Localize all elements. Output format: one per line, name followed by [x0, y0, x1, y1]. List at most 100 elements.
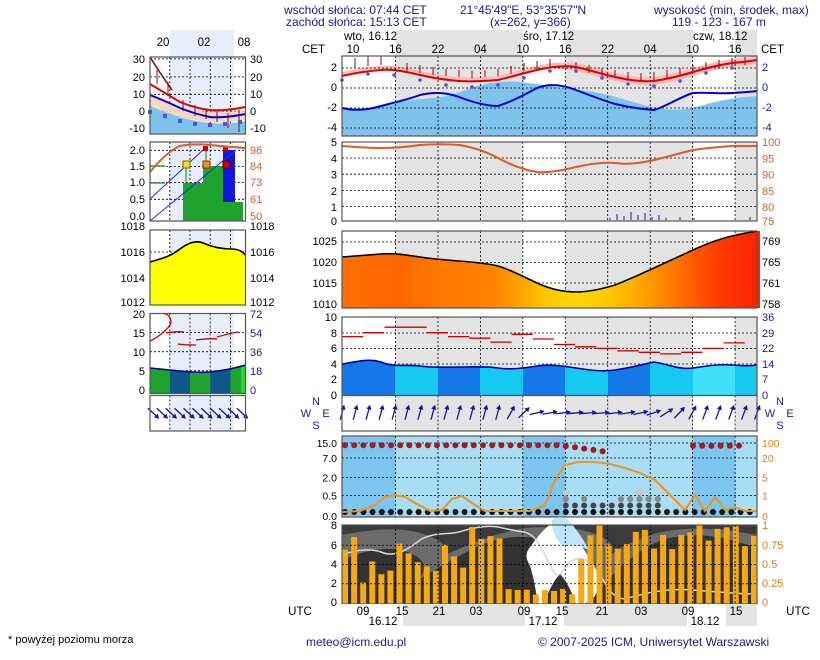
- svg-text:100: 100: [762, 438, 780, 450]
- svg-text:02: 02: [198, 37, 211, 49]
- svg-text:10: 10: [250, 89, 262, 101]
- svg-text:4: 4: [331, 153, 337, 165]
- svg-text:2: 2: [331, 186, 337, 198]
- svg-text:6: 6: [331, 343, 337, 355]
- svg-text:15: 15: [730, 606, 743, 618]
- svg-text:15: 15: [556, 606, 569, 618]
- svg-text:-2: -2: [327, 102, 337, 114]
- svg-text:61: 61: [250, 194, 262, 206]
- svg-text:36: 36: [762, 312, 774, 324]
- svg-text:E: E: [786, 408, 793, 420]
- svg-text:N: N: [776, 396, 784, 408]
- svg-text:21: 21: [433, 606, 446, 618]
- svg-text:czw, 18.12: czw, 18.12: [693, 31, 747, 43]
- svg-text:30: 30: [133, 54, 145, 66]
- svg-text:95: 95: [762, 153, 774, 165]
- svg-text:0: 0: [139, 385, 145, 397]
- svg-text:8: 8: [331, 328, 337, 340]
- svg-text:0: 0: [331, 216, 337, 228]
- svg-text:73: 73: [250, 177, 262, 189]
- svg-text:09: 09: [357, 606, 370, 618]
- svg-text:20: 20: [133, 72, 145, 84]
- svg-text:1014: 1014: [250, 273, 274, 285]
- svg-text:72: 72: [250, 309, 262, 321]
- svg-text:0.5: 0.5: [322, 491, 337, 503]
- svg-text:1: 1: [762, 491, 768, 503]
- svg-text:22: 22: [432, 44, 445, 56]
- svg-text:4: 4: [331, 559, 337, 571]
- svg-text:1.0: 1.0: [130, 177, 145, 189]
- svg-text:10: 10: [686, 44, 699, 56]
- svg-text:3: 3: [331, 170, 337, 182]
- svg-text:15.0: 15.0: [317, 438, 338, 450]
- svg-text:16: 16: [729, 44, 742, 56]
- svg-text:29: 29: [762, 328, 774, 340]
- svg-text:1014: 1014: [121, 273, 145, 285]
- svg-text:80: 80: [762, 202, 774, 214]
- svg-text:16.12: 16.12: [369, 616, 398, 628]
- svg-text:8: 8: [331, 520, 337, 532]
- svg-text:30: 30: [250, 54, 262, 66]
- svg-text:15: 15: [133, 328, 145, 340]
- svg-text:0: 0: [139, 106, 145, 118]
- svg-text:08: 08: [238, 37, 251, 49]
- svg-text:W: W: [301, 408, 312, 420]
- svg-text:7: 7: [762, 374, 768, 386]
- svg-text:16: 16: [559, 44, 572, 56]
- svg-text:5: 5: [331, 137, 337, 149]
- svg-text:2.0: 2.0: [130, 145, 145, 157]
- svg-text:1.5: 1.5: [130, 161, 145, 173]
- svg-text:18: 18: [250, 366, 262, 378]
- svg-text:2: 2: [331, 578, 337, 590]
- svg-text:2: 2: [331, 374, 337, 386]
- svg-text:22: 22: [762, 343, 774, 355]
- svg-text:5: 5: [762, 473, 768, 485]
- svg-text:0.5: 0.5: [762, 559, 777, 571]
- svg-text:-4: -4: [762, 122, 772, 134]
- svg-text:1025: 1025: [313, 236, 337, 248]
- svg-text:N: N: [312, 396, 320, 408]
- svg-text:85: 85: [762, 186, 774, 198]
- svg-text:-2: -2: [762, 102, 772, 114]
- svg-text:-4: -4: [327, 122, 337, 134]
- svg-text:03: 03: [470, 606, 483, 618]
- svg-text:10: 10: [347, 44, 360, 56]
- svg-text:15: 15: [396, 606, 409, 618]
- svg-text:04: 04: [474, 44, 487, 56]
- svg-text:769: 769: [762, 236, 780, 248]
- svg-text:0: 0: [331, 390, 337, 402]
- svg-text:20: 20: [250, 72, 262, 84]
- svg-text:10: 10: [516, 44, 529, 56]
- svg-text:0: 0: [762, 390, 768, 402]
- svg-text:2: 2: [331, 62, 337, 74]
- svg-text:90: 90: [762, 170, 774, 182]
- svg-text:10: 10: [133, 347, 145, 359]
- svg-text:0.25: 0.25: [762, 578, 783, 590]
- svg-text:4: 4: [331, 359, 337, 371]
- svg-text:1018: 1018: [121, 221, 145, 233]
- svg-text:84: 84: [250, 161, 262, 173]
- svg-text:03: 03: [635, 606, 648, 618]
- svg-text:761: 761: [762, 278, 780, 290]
- svg-text:1016: 1016: [121, 247, 145, 259]
- svg-text:W: W: [765, 408, 776, 420]
- svg-text:17.12: 17.12: [529, 616, 558, 628]
- svg-text:S: S: [312, 420, 319, 432]
- svg-text:10: 10: [133, 89, 145, 101]
- svg-text:0: 0: [250, 106, 256, 118]
- svg-text:2: 2: [762, 62, 768, 74]
- svg-text:0: 0: [331, 597, 337, 609]
- svg-text:1: 1: [762, 520, 768, 532]
- svg-text:wto, 16.12: wto, 16.12: [343, 31, 397, 43]
- svg-text:0.75: 0.75: [762, 540, 783, 552]
- svg-text:CET: CET: [761, 44, 784, 56]
- svg-text:16: 16: [389, 44, 402, 56]
- svg-text:20: 20: [157, 37, 170, 49]
- svg-text:21: 21: [596, 606, 609, 618]
- svg-text:0: 0: [762, 82, 768, 94]
- svg-text:E: E: [322, 408, 329, 420]
- svg-text:UTC: UTC: [288, 606, 312, 618]
- svg-text:1: 1: [331, 202, 337, 214]
- svg-text:1020: 1020: [313, 257, 337, 269]
- svg-text:0: 0: [250, 385, 256, 397]
